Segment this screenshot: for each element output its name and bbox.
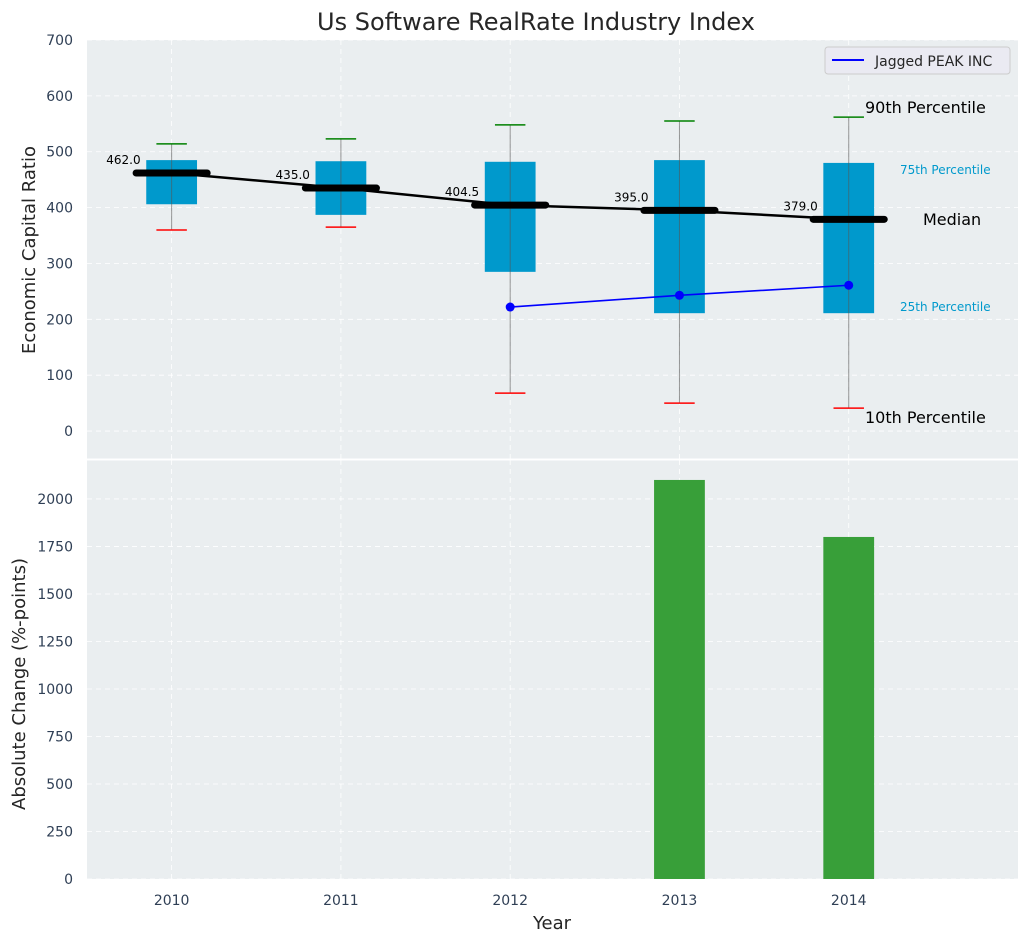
bottom-y-tick-label: 1000 — [37, 682, 73, 698]
top-y-tick-label: 300 — [46, 256, 73, 272]
change-bar — [823, 536, 875, 879]
top-y-tick-label: 700 — [46, 33, 73, 49]
bottom-y-tick-label: 0 — [64, 872, 73, 888]
series-point — [844, 280, 854, 290]
legend-label: Jagged PEAK INC — [874, 54, 993, 70]
change-bar — [654, 479, 705, 879]
annotation-p25: 25th Percentile — [900, 300, 991, 314]
median-value-label: 404.5 — [445, 185, 479, 199]
x-tick-label: 2010 — [154, 893, 190, 909]
top-y-axis-label: Economic Capital Ratio — [19, 146, 40, 354]
annotation-p10: 10th Percentile — [865, 408, 986, 427]
median-value-label: 395.0 — [614, 190, 648, 204]
series-point — [674, 290, 684, 300]
chart-title: Us Software RealRate Industry Index — [317, 8, 755, 36]
bottom-y-tick-label: 1250 — [37, 634, 73, 650]
bottom-y-tick-label: 1500 — [37, 587, 73, 603]
x-tick-label: 2011 — [323, 893, 359, 909]
top-y-tick-label: 200 — [46, 312, 73, 328]
bottom-y-tick-label: 1750 — [37, 539, 73, 555]
bottom-y-tick-label: 750 — [46, 729, 73, 745]
bottom-plot-area — [87, 460, 1018, 879]
x-tick-label: 2014 — [831, 893, 867, 909]
top-y-tick-label: 400 — [46, 201, 73, 217]
median-value-label: 462.0 — [106, 153, 140, 167]
top-y-tick-label: 0 — [64, 424, 73, 440]
median-value-label: 379.0 — [783, 199, 817, 213]
top-y-tick-label: 600 — [46, 89, 73, 105]
bottom-y-tick-label: 250 — [46, 824, 73, 840]
top-y-tick-label: 100 — [46, 368, 73, 384]
median-value-label: 435.0 — [276, 168, 310, 182]
annotation-p75: 75th Percentile — [900, 163, 991, 177]
legend-box — [824, 46, 1011, 75]
x-axis-label: Year — [532, 913, 572, 934]
bottom-y-axis-label: Absolute Change (%-points) — [9, 558, 30, 810]
top-y-tick-label: 500 — [46, 145, 73, 161]
bottom-y-tick-label: 2000 — [37, 492, 73, 508]
annotation-p90: 90th Percentile — [865, 98, 986, 117]
x-tick-label: 2012 — [492, 893, 528, 909]
x-tick-label: 2013 — [662, 893, 698, 909]
annotation-median: Median — [923, 210, 981, 229]
bottom-y-tick-label: 500 — [46, 777, 73, 793]
series-point — [505, 302, 515, 312]
